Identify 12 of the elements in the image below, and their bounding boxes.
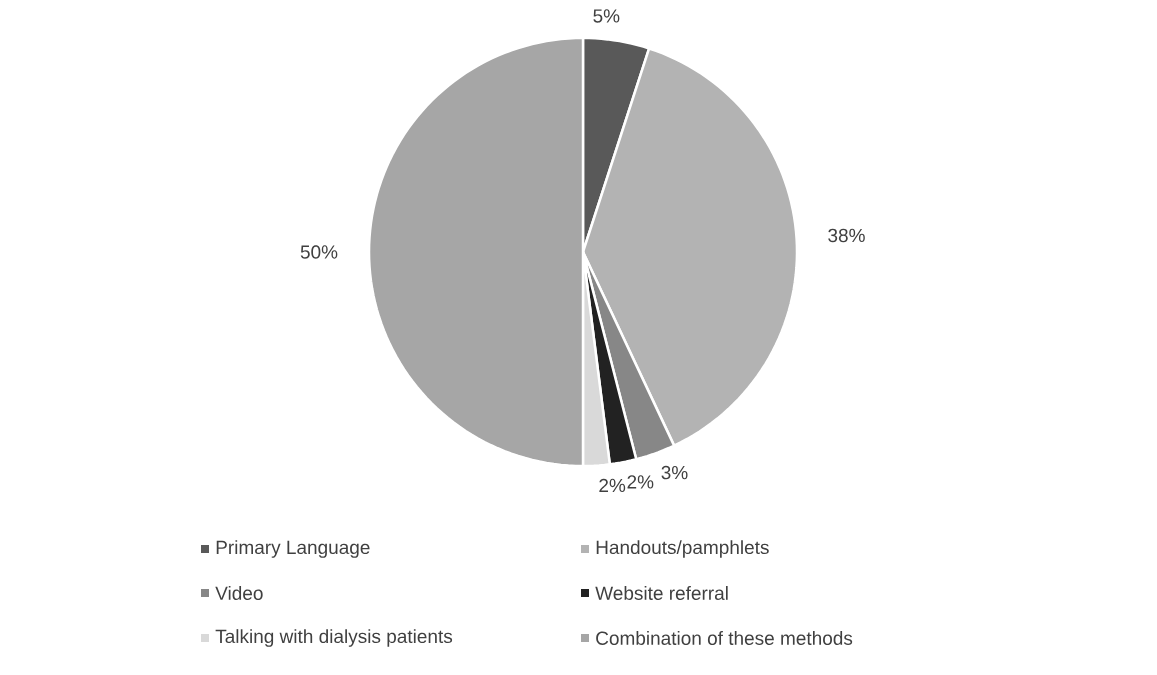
legend-label: Website referral	[595, 586, 728, 600]
data-label: 3%	[661, 465, 688, 480]
legend-label: Handouts/pamphlets	[596, 540, 769, 558]
legend-label: Talking with dialysis patients	[215, 629, 453, 647]
data-label: 38%	[828, 228, 865, 243]
legend-label: Combination of these methods	[596, 631, 853, 645]
data-label: 2%	[599, 478, 626, 493]
legend-label: Primary Language	[216, 540, 370, 558]
data-label: 2%	[627, 475, 654, 489]
legend-label: Video	[215, 586, 263, 600]
data-label: 50%	[300, 245, 338, 259]
data-label: 5%	[593, 9, 620, 23]
